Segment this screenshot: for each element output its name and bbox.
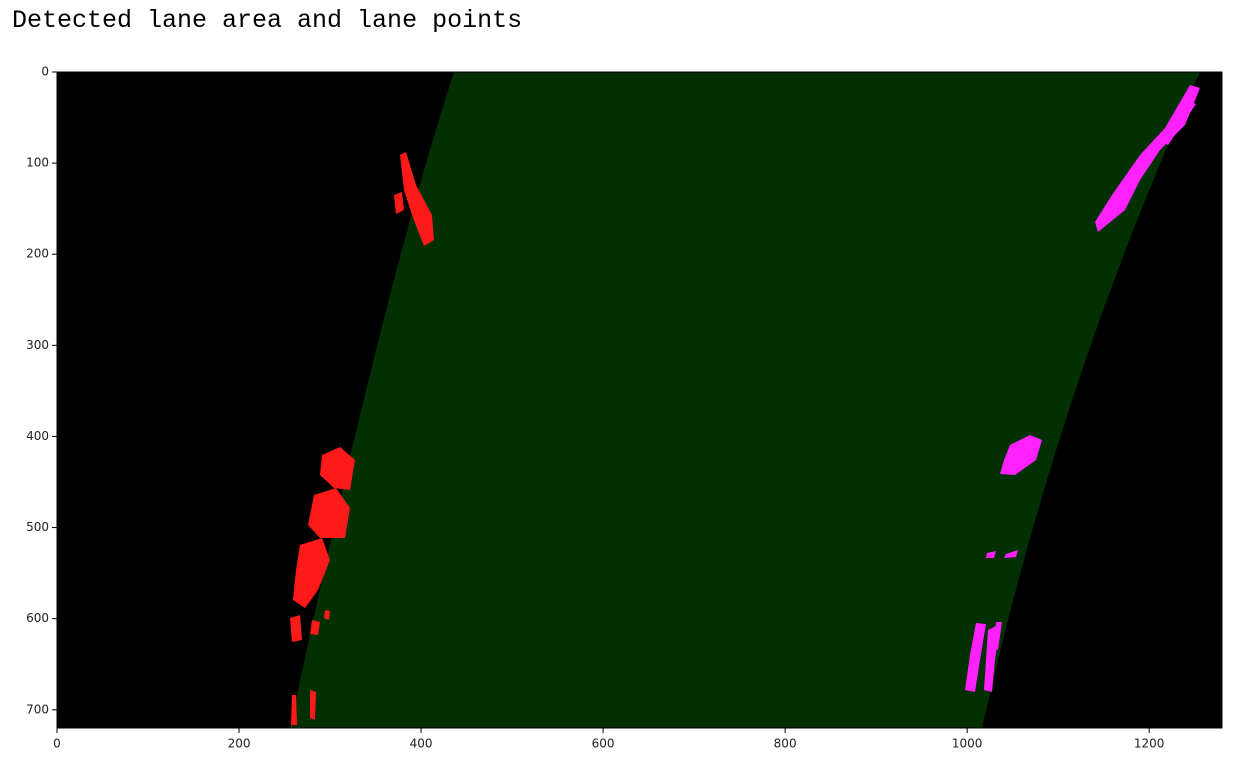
y-tick-label: 200 [26,247,49,261]
lane-area [290,72,1200,728]
x-tick-label: 200 [228,737,251,751]
x-tick-label: 0 [53,737,61,751]
chart-title: Detected lane area and lane points [12,6,522,35]
y-tick-label: 100 [26,156,49,170]
right-lane-points [965,85,1200,692]
x-tick-label: 600 [592,737,615,751]
axes-frame [56,71,1223,729]
x-tick-label: 1200 [1134,737,1165,751]
image-content [290,72,1200,728]
y-tick-label: 0 [41,65,49,79]
x-tick-label: 800 [774,737,797,751]
y-tick-label: 400 [26,429,49,443]
x-tick-label: 1000 [952,737,983,751]
x-tick-label: 400 [410,737,433,751]
left-lane-points [290,152,434,725]
y-tick-label: 700 [26,702,49,716]
y-tick-label: 600 [26,611,49,625]
y-tick-label: 500 [26,520,49,534]
y-tick-label: 300 [26,338,49,352]
